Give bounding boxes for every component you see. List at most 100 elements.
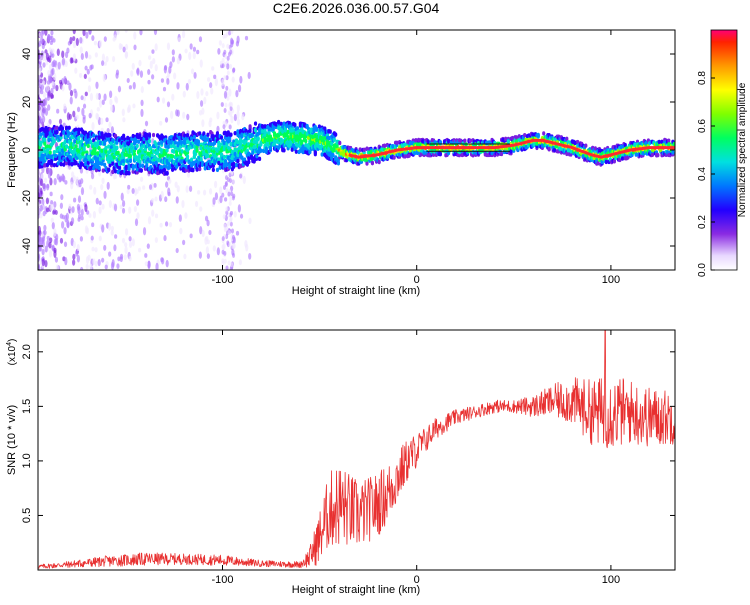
spectrogram-noise-speck [220, 102, 224, 107]
spectrogram-noise-speck [228, 101, 232, 107]
spectrogram-noise-speck [199, 100, 204, 107]
spectrogram-cell [79, 162, 84, 167]
spectrogram-cell [43, 137, 47, 142]
spectrogram-cell [407, 153, 411, 158]
spectrogram-cell [86, 160, 90, 166]
spectrogram-cell [97, 165, 101, 171]
spectrogram-noise-speck [50, 30, 54, 36]
spectrogram-cell [510, 135, 515, 141]
spectrogram-cell [164, 144, 168, 149]
spectrogram-cell [430, 148, 434, 153]
spectrogram-cell [154, 142, 158, 147]
spectrogram-noise-speck [42, 92, 47, 98]
spectrogram-noise-speck [227, 191, 231, 197]
spectrogram-cell [225, 162, 229, 167]
spectrogram-cell [464, 142, 468, 147]
spectrogram-cell [277, 120, 281, 125]
spectrogram-noise-speck [117, 256, 121, 262]
spectrogram-noise-speck [230, 262, 234, 268]
spectrogram-noise-speck [232, 68, 236, 74]
spectrogram-noise-speck [134, 218, 139, 227]
spectrogram-noise-speck [216, 125, 220, 133]
spectrogram-cell [45, 144, 50, 149]
spectrogram-noise-speck [42, 210, 46, 217]
spectrogram-noise-speck [79, 236, 83, 242]
spectrogram-noise-speck [116, 263, 120, 270]
spectrogram-noise-speck [41, 30, 45, 35]
spectrogram-noise-speck [52, 210, 56, 215]
spectrogram-cell [218, 142, 222, 148]
spectrogram-cell [147, 138, 152, 144]
spectrogram-cell [332, 137, 336, 142]
spectrogram-noise-speck [47, 170, 52, 179]
spectrogram-noise-speck [218, 40, 222, 46]
spectrogram-noise-speck [49, 203, 53, 211]
spectrogram-noise-speck [100, 183, 104, 191]
spectrogram-noise-speck [232, 193, 236, 199]
snr-x-axis: -100 0 100 [211, 330, 620, 586]
spectrogram-cell [619, 144, 623, 150]
spectrogram-cell [187, 146, 191, 151]
spectrogram-y-tick-label: -40 [21, 238, 33, 254]
spectrogram-noise-speck [76, 106, 81, 113]
spectrogram-noise-speck [70, 217, 75, 225]
spectrogram-cell [185, 154, 190, 159]
spectrogram-noise-speck [223, 227, 227, 233]
spectrogram-cell [154, 160, 158, 165]
spectrogram-cell [244, 139, 248, 145]
spectrogram-cell [244, 128, 248, 133]
spectrogram-cell [162, 167, 167, 173]
spectrogram-cell [554, 144, 558, 149]
spectrogram-noise-speck [64, 60, 68, 68]
spectrogram-cell [190, 157, 194, 162]
spectrogram-cell [192, 154, 196, 160]
spectrogram-noise-speck [211, 66, 215, 71]
spectrogram-noise-speck [159, 222, 163, 228]
spectrogram-noise-speck [208, 229, 212, 236]
spectrogram-noise-speck [136, 199, 140, 206]
spectrogram-noise-speck [226, 177, 230, 183]
spectrogram-noise-speck [63, 241, 68, 248]
spectrogram-noise-speck [44, 107, 49, 116]
spectrogram-cell [240, 134, 244, 139]
spectrogram-noise-speck [113, 173, 118, 180]
spectrogram-cell [232, 161, 236, 167]
spectrogram-cell [108, 163, 112, 168]
spectrogram-cell [377, 159, 381, 165]
spectrogram-noise-speck [133, 206, 137, 213]
spectrogram-noise-speck [54, 256, 59, 263]
spectrogram-noise-speck [244, 35, 249, 41]
spectrogram-noise-speck [221, 43, 225, 49]
spectrogram-noise-speck [166, 77, 170, 85]
spectrogram-noise-speck [192, 46, 197, 53]
spectrogram-noise-speck [142, 185, 146, 190]
spectrogram-cell [166, 161, 171, 166]
spectrogram-noise-speck [201, 119, 205, 128]
spectrogram-noise-speck [221, 260, 225, 266]
spectrogram-noise-speck [221, 244, 225, 250]
spectrogram-noise-speck [238, 259, 242, 266]
spectrogram-cell [438, 139, 442, 145]
spectrogram-noise-speck [44, 177, 48, 184]
spectrogram-cell [268, 145, 273, 151]
spectrogram-noise-speck [126, 188, 130, 195]
spectrogram-noise-speck [79, 36, 83, 44]
spectrogram-cell [202, 149, 206, 155]
spectrogram-x-tick-label: -100 [211, 274, 233, 286]
spectrogram-noise-speck [239, 213, 244, 219]
snr-y-tick-label: 1.0 [21, 453, 33, 468]
spectrogram-noise-speck [111, 259, 115, 268]
spectrogram-noise-speck [154, 196, 158, 202]
spectrogram-cell [253, 128, 258, 133]
spectrogram-cell [131, 164, 135, 169]
spectrogram-noise-speck [89, 92, 94, 102]
spectrogram-noise-speck [63, 227, 67, 235]
spectrogram-noise-speck [88, 54, 92, 60]
spectrogram-noise-speck [61, 221, 65, 229]
spectrogram-cell [122, 133, 126, 139]
spectrogram-cell [331, 152, 335, 158]
spectrogram-cell [596, 161, 600, 166]
spectrogram-noise-speck [58, 118, 63, 125]
spectrogram-noise-speck [183, 253, 187, 260]
